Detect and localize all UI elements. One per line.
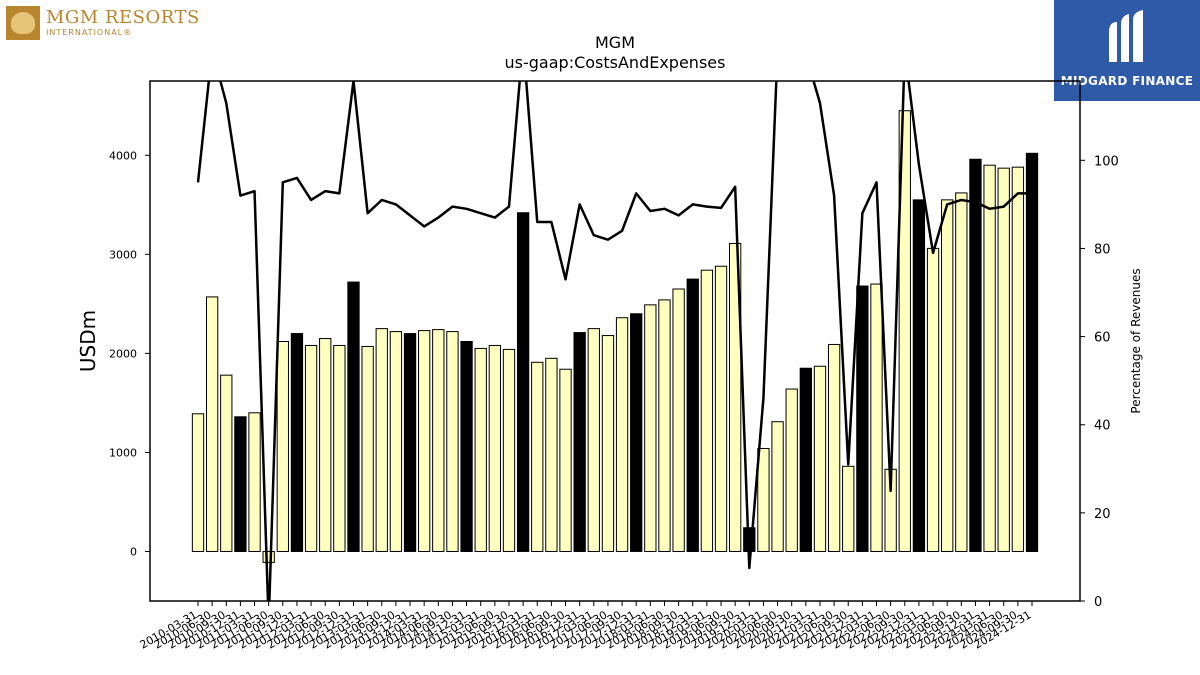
bar (955, 192, 968, 552)
bar (757, 447, 770, 552)
logo-subtitle: INTERNATIONAL® (46, 28, 133, 37)
bar (248, 412, 261, 552)
bar (729, 242, 742, 552)
bar (531, 361, 544, 552)
y-tick-label: 0 (130, 545, 137, 558)
bar (446, 331, 459, 552)
y-axis-label: USDm (76, 310, 100, 372)
bar (799, 367, 812, 552)
bar (842, 465, 855, 552)
bars-layer (191, 110, 1039, 563)
bar (502, 348, 516, 552)
bar (658, 299, 671, 552)
y2-tick-label: 40 (1094, 419, 1111, 434)
y2-tick-label: 20 (1094, 507, 1111, 522)
bar (333, 344, 346, 552)
y2-tick-label: 60 (1094, 331, 1111, 346)
bar (870, 283, 883, 552)
percentage-line (196, 81, 1032, 601)
bar (545, 357, 558, 552)
bar (474, 347, 487, 552)
bar (418, 330, 431, 552)
bar (559, 368, 572, 552)
bar (389, 331, 403, 552)
y-tick-label: 4000 (109, 149, 137, 162)
mgm-resorts-logo: MGM RESORTS INTERNATIONAL® (6, 6, 200, 40)
bar (276, 341, 289, 552)
y-tick-label: 2000 (109, 347, 137, 360)
chart-subtitle: us-gaap:CostsAndExpenses (505, 53, 726, 72)
bar (460, 341, 473, 552)
bar (997, 167, 1010, 552)
bar (587, 328, 600, 552)
y-tick-label: 1000 (109, 446, 137, 459)
bar (714, 265, 728, 552)
y2-tick-label: 0 (1094, 595, 1102, 610)
bar (601, 335, 615, 552)
bar (771, 421, 784, 552)
y-tick-label: 3000 (109, 248, 137, 261)
bar (319, 338, 332, 552)
bar (644, 304, 657, 552)
bar (304, 344, 318, 552)
bar (827, 343, 841, 552)
logo-right-text: MIDGARD FINANCE (1060, 74, 1194, 88)
bar (573, 332, 586, 552)
plot-frame (149, 80, 1081, 602)
bar (912, 199, 926, 552)
logo-name: MGM RESORTS (46, 7, 200, 28)
bar (375, 328, 388, 552)
bar (262, 550, 275, 563)
bar (1025, 152, 1039, 552)
bar (347, 281, 360, 552)
bar (1011, 166, 1025, 552)
line-layer (196, 81, 1032, 601)
bar (672, 288, 685, 552)
midgard-mark-icon (1109, 10, 1143, 62)
y2-tick-label: 100 (1094, 154, 1119, 169)
bar (926, 247, 940, 552)
bar (700, 269, 714, 552)
bar (785, 388, 798, 552)
bar (488, 344, 502, 552)
bar (220, 374, 233, 552)
y2-tick-label: 80 (1094, 242, 1111, 257)
bar (898, 110, 911, 552)
axes-layer: 010002000300040000204060801002010-03-312… (109, 80, 1119, 652)
bar (234, 416, 247, 552)
bar (615, 317, 629, 552)
bar (856, 285, 869, 552)
bar (516, 212, 530, 552)
midgard-finance-logo: MIDGARD FINANCE (1054, 0, 1200, 101)
bar (686, 278, 699, 552)
bar (361, 345, 374, 552)
bar (983, 164, 996, 552)
chart-title: MGM (595, 33, 635, 52)
bar (191, 413, 205, 552)
bar (813, 365, 827, 552)
bar (969, 158, 982, 552)
bar (403, 333, 417, 552)
bar (941, 199, 954, 552)
bar (432, 329, 445, 552)
bar (630, 313, 643, 552)
bar (290, 333, 304, 552)
y2-axis-label: Percentage of Revenues (1129, 268, 1143, 413)
lion-icon (6, 6, 40, 40)
bar (205, 296, 219, 552)
